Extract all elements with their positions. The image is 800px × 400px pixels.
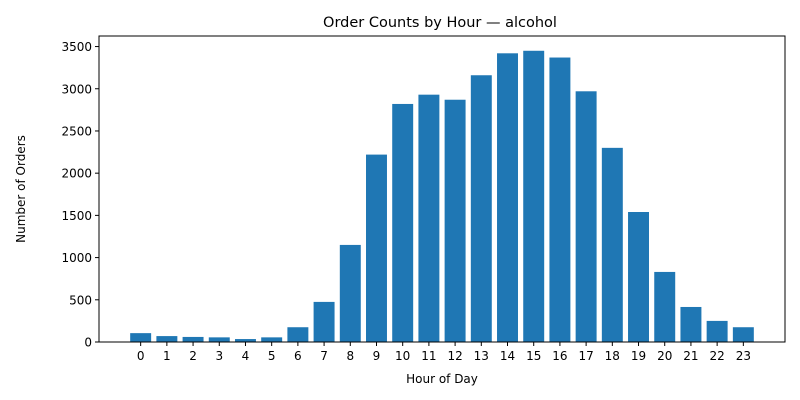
x-tick-label: 7 <box>320 349 328 363</box>
bar-hour-1 <box>156 336 178 342</box>
bar-hour-3 <box>208 337 230 342</box>
x-tick-label: 2 <box>189 349 197 363</box>
x-tick-label: 0 <box>137 349 145 363</box>
x-tick-label: 11 <box>421 349 436 363</box>
bar-hour-9 <box>366 154 387 342</box>
x-tick-label: 18 <box>605 349 620 363</box>
x-tick-label: 6 <box>294 349 302 363</box>
bar-hour-4 <box>234 339 256 342</box>
bars-group <box>130 50 754 343</box>
bar-hour-21 <box>680 306 702 342</box>
x-tick-label: 20 <box>657 349 672 363</box>
x-tick-label: 8 <box>346 349 354 363</box>
x-tick-label: 19 <box>631 349 646 363</box>
y-tick-label: 2000 <box>61 167 92 181</box>
bar-hour-12 <box>444 99 466 342</box>
chart-title: Order Counts by Hour — alcohol <box>323 15 557 31</box>
x-tick-label: 16 <box>552 349 567 363</box>
bar-hour-14 <box>497 53 518 343</box>
y-tick-label: 1500 <box>61 209 92 223</box>
y-tick-label: 2500 <box>61 124 92 138</box>
x-tick-label: 4 <box>242 349 250 363</box>
bar-hour-5 <box>261 337 283 342</box>
bar-hour-2 <box>182 336 204 342</box>
bar-hour-23 <box>732 327 754 342</box>
x-tick-label: 15 <box>526 349 541 363</box>
bar-hour-8 <box>339 244 361 342</box>
bar-hour-7 <box>313 301 335 342</box>
x-axis-label: Hour of Day <box>406 372 478 386</box>
x-tick-label: 14 <box>500 349 515 363</box>
x-tick-label: 1 <box>163 349 171 363</box>
y-tick-label: 500 <box>69 293 92 307</box>
bar-hour-13 <box>470 75 492 342</box>
x-tick-label: 21 <box>683 349 698 363</box>
bar-hour-17 <box>575 91 597 342</box>
bar-hour-11 <box>418 94 440 342</box>
x-tick-label: 23 <box>736 349 751 363</box>
x-tick-label: 5 <box>268 349 276 363</box>
x-tick-label: 12 <box>447 349 462 363</box>
y-tick-label: 3000 <box>61 82 92 96</box>
y-axis-label: Number of Orders <box>14 135 28 243</box>
bar-hour-20 <box>654 271 676 342</box>
bar-hour-15 <box>523 50 545 343</box>
bar-hour-19 <box>628 212 649 342</box>
bar-hour-16 <box>549 57 571 342</box>
y-tick-label: 3500 <box>61 40 92 54</box>
x-tick-label: 13 <box>474 349 489 363</box>
y-axis: 0 500 1000 1500 2000 2500 3000 3500 <box>61 40 99 350</box>
x-tick-label: 17 <box>578 349 593 363</box>
x-axis: 0 1 2 3 4 5 6 7 8 9 10 11 12 13 14 15 16 17 18 19 20 21 22 23 <box>137 342 751 363</box>
y-tick-label: 1000 <box>61 251 92 265</box>
y-tick-label: 0 <box>84 336 92 350</box>
bar-hour-22 <box>706 320 728 342</box>
bar-hour-18 <box>601 147 623 342</box>
x-tick-label: 22 <box>709 349 724 363</box>
x-tick-label: 9 <box>373 349 381 363</box>
bar-hour-6 <box>287 327 309 342</box>
bar-hour-10 <box>392 103 414 342</box>
x-tick-label: 3 <box>215 349 223 363</box>
bar-hour-0 <box>130 333 152 342</box>
plot-frame <box>98 35 786 343</box>
x-tick-label: 10 <box>395 349 410 363</box>
